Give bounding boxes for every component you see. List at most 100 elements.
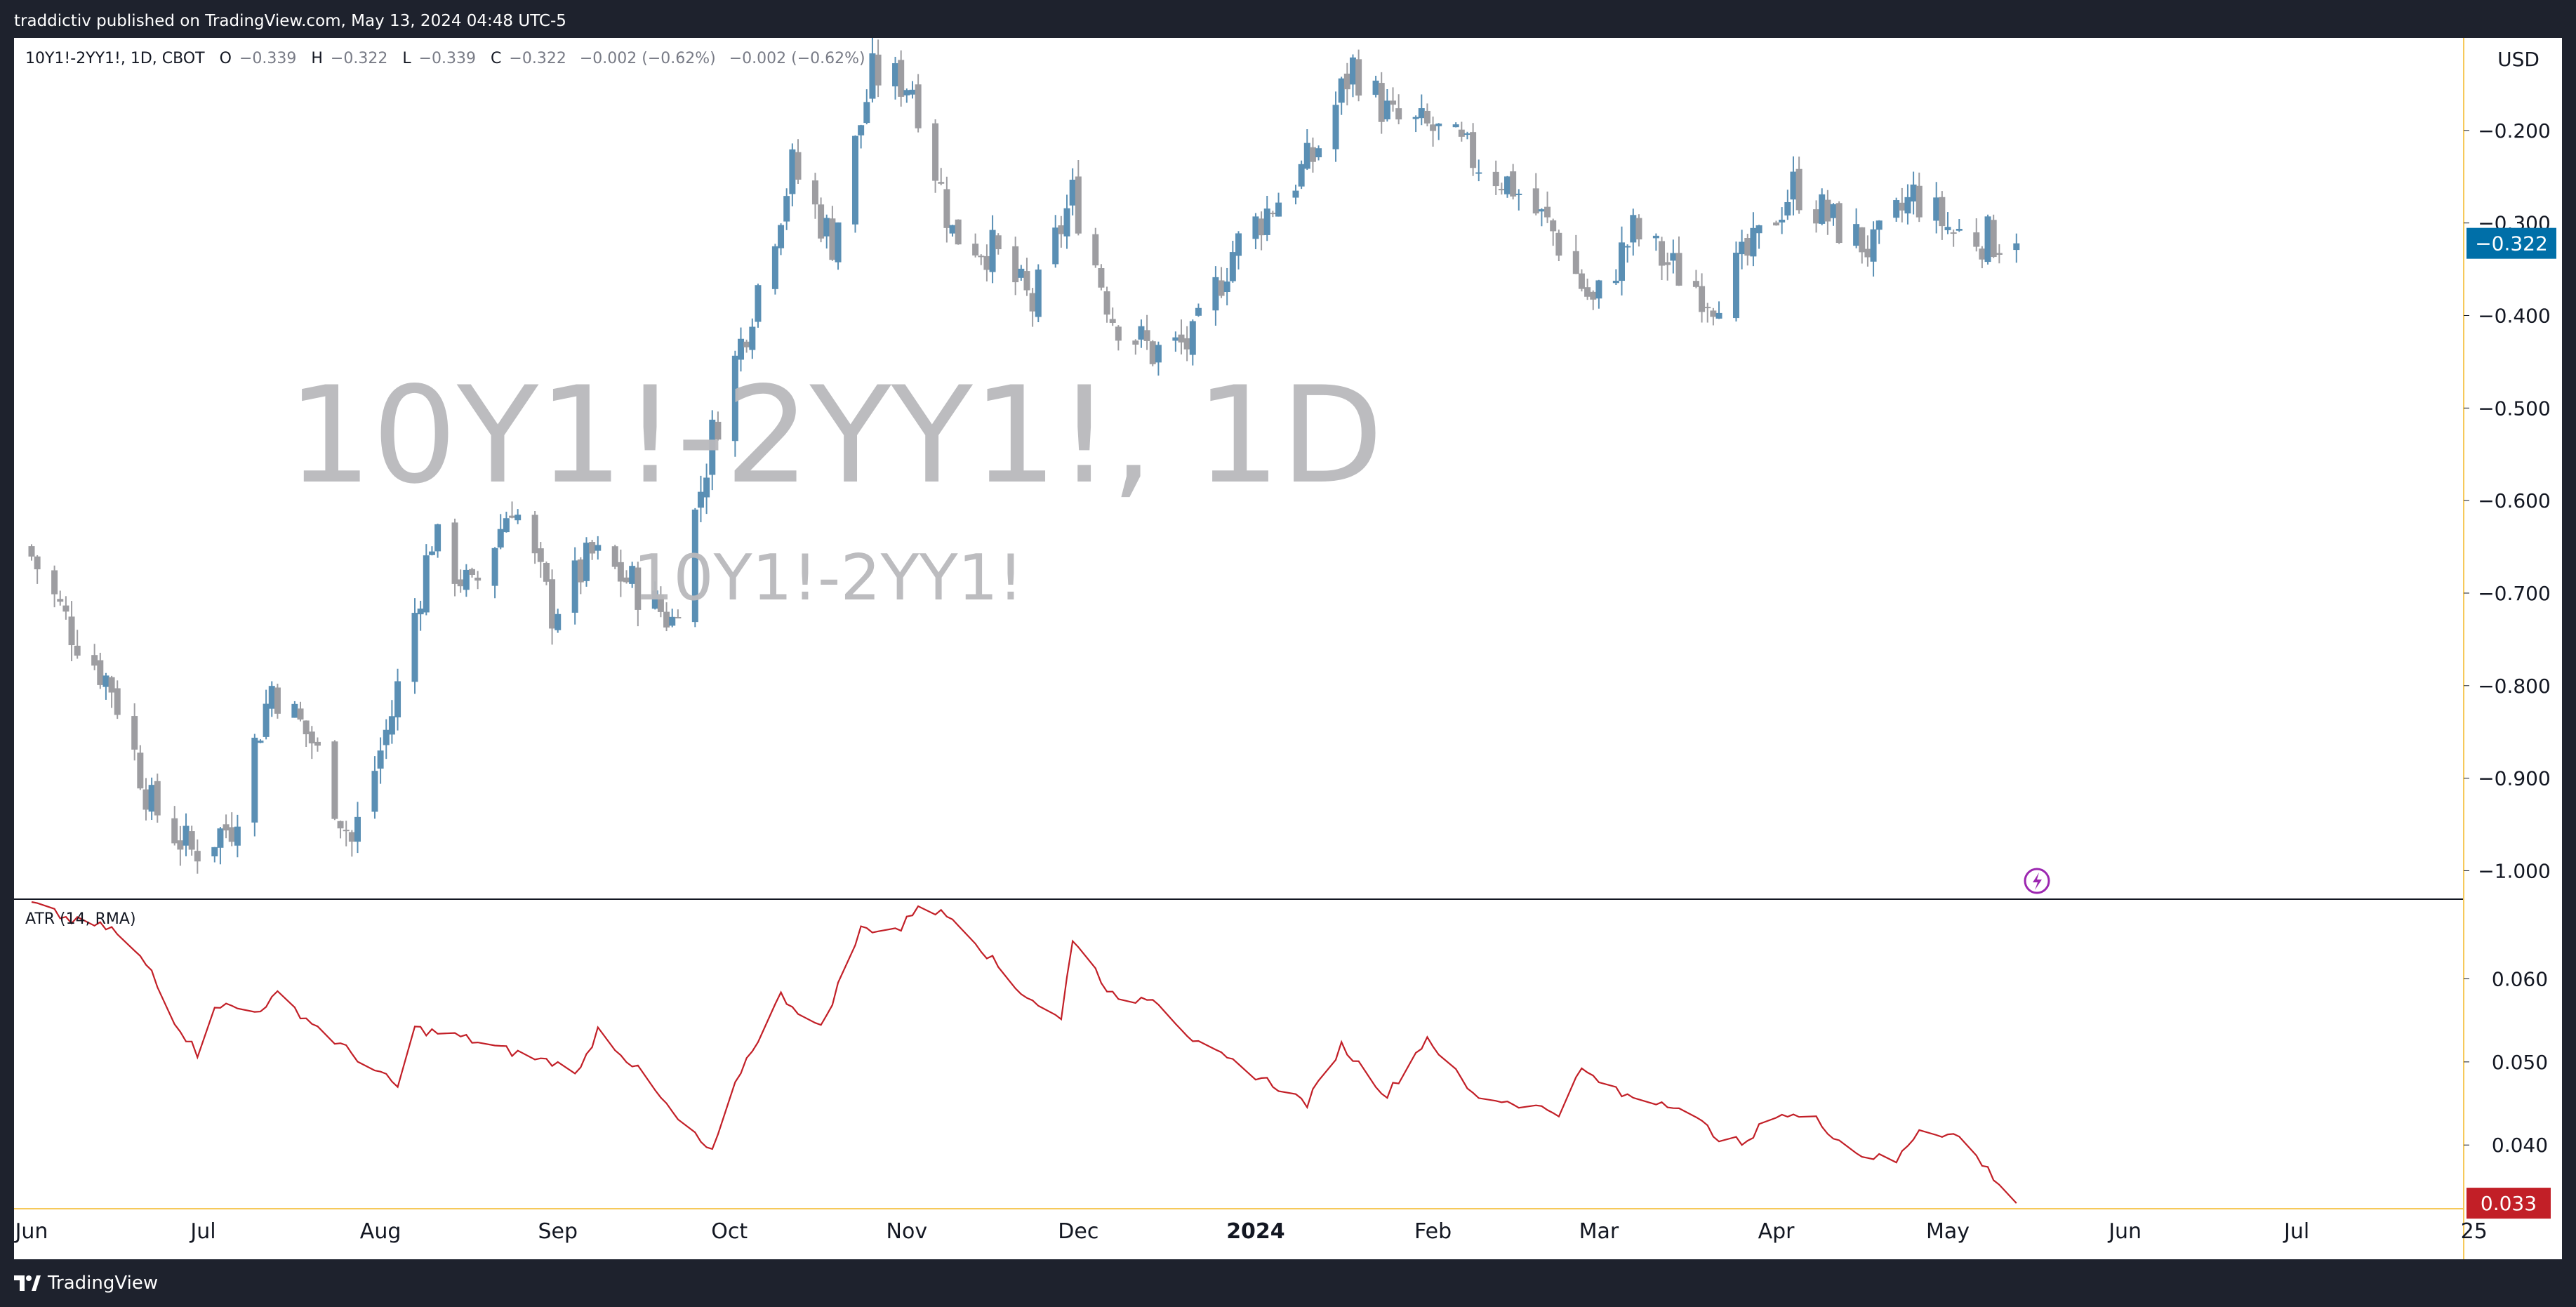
candle-body xyxy=(463,569,470,590)
candle-body xyxy=(1990,220,1997,258)
candle-body xyxy=(308,731,315,744)
candle-body xyxy=(1779,219,1786,223)
published-header: traddictiv published on TradingView.com,… xyxy=(0,0,2576,38)
candle-body xyxy=(297,708,304,720)
candle-body xyxy=(371,771,378,812)
candle-body xyxy=(503,518,510,533)
candle-body xyxy=(1052,227,1059,265)
candle-body xyxy=(1155,345,1162,363)
legend-h-label: H xyxy=(311,50,323,67)
candle-body xyxy=(383,729,390,745)
candle-body xyxy=(1412,117,1419,119)
chart-frame[interactable]: −0.200 −0.300 −0.400 −0.500 −0.600 −0.700 −0.8… xyxy=(14,38,2562,1259)
candle-body xyxy=(314,741,321,746)
candle-body xyxy=(263,703,270,737)
tradingview-brand[interactable]: TradingView xyxy=(14,1272,158,1294)
candle-body xyxy=(657,594,664,612)
candle-body xyxy=(715,421,722,440)
candle-body xyxy=(182,825,190,846)
candle-body xyxy=(194,851,201,862)
lightning-icon[interactable] xyxy=(2024,868,2050,894)
price-tick-label: −0.600 xyxy=(2478,489,2551,512)
candle-body xyxy=(543,563,550,582)
candle-body xyxy=(1390,100,1397,105)
candle-body xyxy=(434,524,441,552)
candle-body xyxy=(97,660,104,685)
candle-body xyxy=(188,831,195,850)
candle-body xyxy=(154,781,161,816)
legend-l-label: L xyxy=(402,50,411,67)
candle-body xyxy=(595,545,602,551)
atr-pane[interactable] xyxy=(14,900,2464,1207)
candle-body xyxy=(1939,197,1946,227)
candle-body xyxy=(1893,200,1900,218)
candle-body xyxy=(1195,307,1202,316)
candle-body xyxy=(949,225,956,234)
candle-body xyxy=(234,826,241,846)
candle-body xyxy=(1704,307,1711,309)
price-pane-background[interactable] xyxy=(14,38,2464,898)
candle-body xyxy=(1652,235,1659,239)
candle-body xyxy=(1458,129,1465,137)
candle-body xyxy=(1790,171,1797,200)
candle-body xyxy=(303,720,310,735)
candle-body xyxy=(589,542,596,554)
candle-body xyxy=(1904,197,1911,214)
candle-body xyxy=(74,645,81,656)
candle-body xyxy=(1338,78,1345,103)
candle-body xyxy=(1956,228,1963,231)
candle-body xyxy=(257,741,264,743)
candle-body xyxy=(1343,73,1350,90)
candle-body xyxy=(1870,229,1877,262)
axis-layer[interactable]: −0.200−0.300−0.400−0.500−0.600−0.700−0.8… xyxy=(14,38,2562,1259)
candle-body xyxy=(1069,180,1076,206)
candle-body xyxy=(274,687,281,714)
currency-button[interactable]: USD xyxy=(2483,41,2554,77)
candle-body xyxy=(1830,204,1837,218)
candle-body xyxy=(348,832,355,842)
candle-body xyxy=(62,605,69,612)
atr-pane-background[interactable] xyxy=(14,900,2464,1207)
candle-body xyxy=(1996,253,2003,256)
candle-body xyxy=(1418,108,1425,119)
candle-body xyxy=(1853,224,1860,246)
watermark-sub: 10Y1!-2YY1! xyxy=(633,541,1023,615)
candle-body xyxy=(851,135,858,225)
candle-body xyxy=(1435,124,1442,126)
candle-body xyxy=(835,222,842,263)
candle-body xyxy=(549,579,556,629)
candle-body xyxy=(457,579,464,587)
candle-body xyxy=(217,828,224,848)
candle-body xyxy=(669,616,676,626)
candle-body xyxy=(131,716,138,750)
candle-body xyxy=(1098,268,1105,288)
candle-body xyxy=(1303,142,1310,169)
candle-body xyxy=(1635,218,1642,240)
candle-body xyxy=(1263,208,1270,235)
candle-body xyxy=(1550,220,1557,232)
chart-canvas[interactable]: −0.200−0.300−0.400−0.500−0.600−0.700−0.8… xyxy=(14,38,2562,1259)
candle-body xyxy=(1378,83,1385,122)
candle-body xyxy=(51,570,58,595)
candle-body xyxy=(142,789,150,810)
candle-body xyxy=(731,355,738,442)
candle-body xyxy=(932,123,939,181)
candle-body xyxy=(1944,227,1951,230)
candle-body xyxy=(1309,147,1316,162)
candle-body xyxy=(57,599,64,602)
candle-body xyxy=(869,53,876,99)
time-tick-label: Nov xyxy=(887,1219,928,1244)
time-tick-label: Apr xyxy=(1758,1219,1795,1244)
candle-body xyxy=(1739,241,1746,255)
currency-label[interactable]: USD xyxy=(2497,48,2540,71)
candle-body xyxy=(663,611,670,628)
candle-body xyxy=(1675,253,1682,286)
time-tick-label: Feb xyxy=(1414,1219,1452,1244)
candle-body xyxy=(91,655,98,666)
candle-body xyxy=(1916,185,1923,218)
price-pane[interactable] xyxy=(14,38,2562,900)
candle-body xyxy=(1784,201,1791,215)
atr-tick-label: 0.040 xyxy=(2492,1134,2548,1157)
candle-body xyxy=(749,326,756,350)
candle-body xyxy=(537,548,544,562)
